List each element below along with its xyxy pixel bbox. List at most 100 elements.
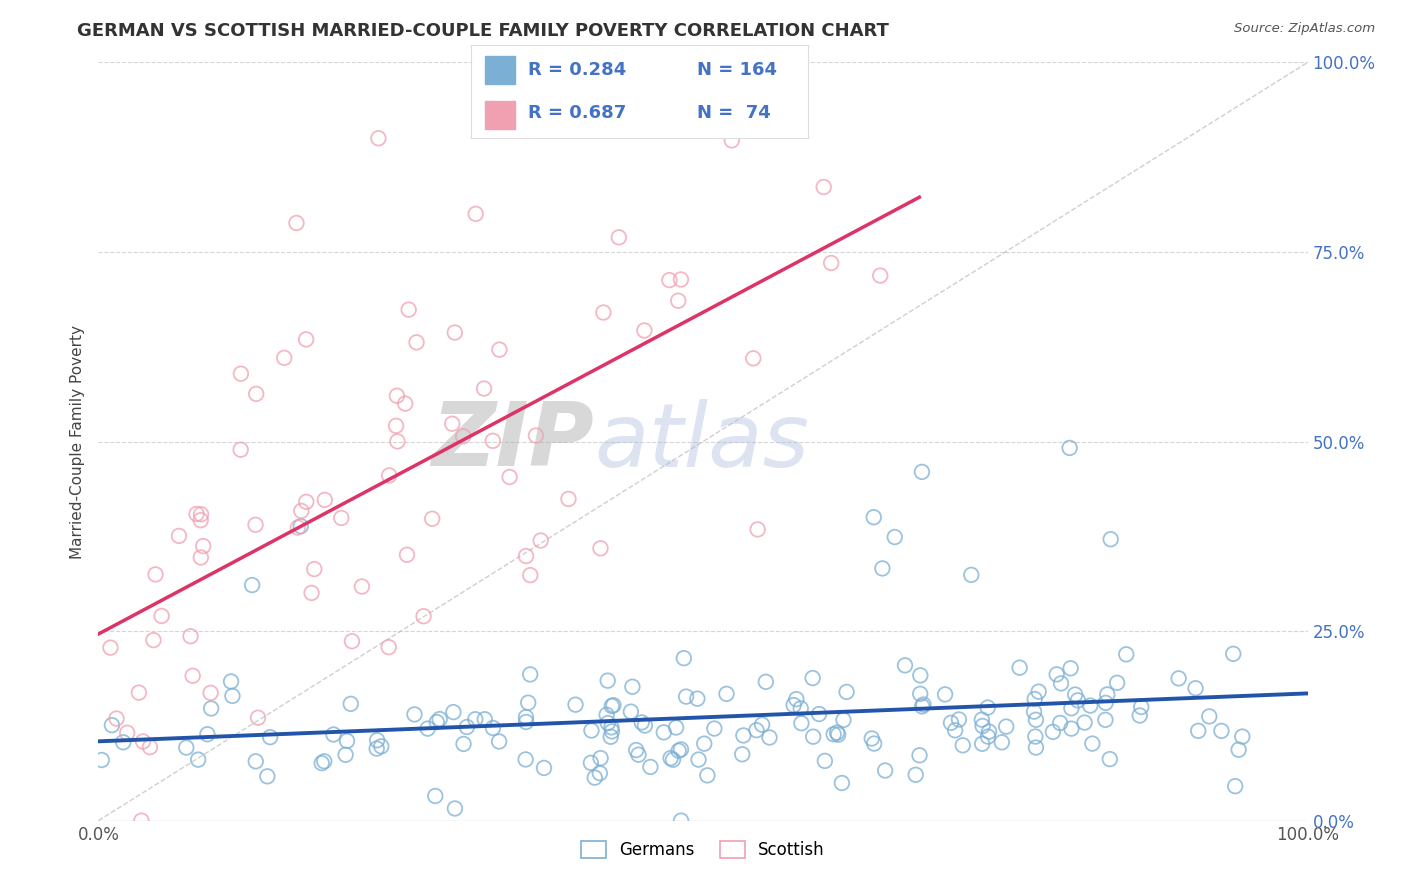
Point (1049, 715, 1071, 730)
Point (190, 508, 212, 522)
Point (908, 687, 931, 701)
Point (596, 716, 619, 731)
Point (813, 180, 835, 194)
Point (782, 698, 804, 712)
Point (820, 256, 842, 270)
Y-axis label: Married-Couple Family Poverty: Married-Couple Family Poverty (70, 325, 86, 558)
Point (100, 640, 122, 655)
Point (174, 740, 197, 755)
Point (394, 396, 416, 410)
Point (863, 737, 886, 751)
Point (474, 712, 496, 726)
Point (385, 389, 408, 403)
Point (943, 723, 966, 738)
Point (301, 586, 323, 600)
Point (592, 305, 614, 319)
Point (652, 725, 675, 739)
Point (378, 468, 401, 483)
Point (1042, 724, 1064, 739)
Point (668, 744, 690, 758)
Point (367, 131, 389, 145)
Point (190, 513, 212, 527)
Point (1211, 723, 1233, 738)
Point (911, 465, 934, 479)
Point (1078, 698, 1101, 713)
Point (1130, 700, 1153, 714)
Point (533, 761, 555, 775)
Point (624, 743, 647, 757)
Point (1222, 647, 1244, 661)
Point (1064, 688, 1087, 702)
Point (977, 724, 1000, 739)
Point (1184, 681, 1206, 696)
Point (240, 578, 263, 592)
Point (827, 728, 849, 742)
Point (1046, 667, 1069, 681)
Point (607, 230, 630, 244)
Point (420, 512, 443, 526)
Point (515, 752, 537, 766)
Point (904, 768, 927, 782)
Point (875, 764, 897, 778)
Point (686, 691, 709, 706)
Point (132, 734, 155, 748)
Point (145, 567, 167, 582)
Point (720, 133, 742, 147)
Point (672, 651, 695, 665)
Point (295, 495, 318, 509)
Point (314, 492, 336, 507)
Point (883, 530, 905, 544)
Point (287, 520, 309, 534)
Point (366, 733, 388, 747)
Point (808, 706, 831, 721)
Point (640, 760, 662, 774)
Point (790, 716, 813, 731)
Point (472, 382, 495, 396)
Point (1099, 533, 1122, 547)
Point (1227, 742, 1250, 756)
Point (589, 766, 612, 780)
Point (112, 735, 135, 749)
Point (801, 730, 824, 744)
Point (869, 268, 891, 283)
Point (581, 723, 603, 738)
Point (688, 753, 710, 767)
Point (894, 658, 917, 673)
Point (823, 727, 845, 741)
Point (666, 293, 689, 308)
Point (245, 387, 267, 401)
Point (801, 671, 824, 685)
Point (669, 814, 692, 828)
Point (860, 731, 883, 746)
Point (405, 335, 427, 350)
Point (515, 549, 537, 563)
Point (1025, 740, 1047, 755)
Point (825, 725, 848, 739)
Point (128, 685, 150, 699)
Point (1187, 723, 1209, 738)
Point (634, 718, 657, 732)
Point (669, 272, 692, 286)
Point (115, 726, 138, 740)
Point (290, 504, 312, 518)
Point (747, 523, 769, 537)
Point (831, 776, 853, 790)
Point (180, 629, 202, 643)
Point (395, 548, 418, 562)
Point (245, 517, 267, 532)
FancyBboxPatch shape (485, 101, 515, 129)
Point (285, 216, 308, 230)
Point (101, 718, 124, 732)
Point (131, 814, 153, 828)
Point (952, 739, 974, 753)
Point (444, 801, 467, 815)
Point (167, 529, 190, 543)
Point (814, 754, 837, 768)
Point (515, 710, 537, 724)
Point (1081, 737, 1104, 751)
Point (429, 712, 451, 726)
Point (524, 428, 547, 442)
Point (669, 742, 692, 756)
FancyBboxPatch shape (485, 56, 515, 84)
Point (872, 561, 894, 575)
